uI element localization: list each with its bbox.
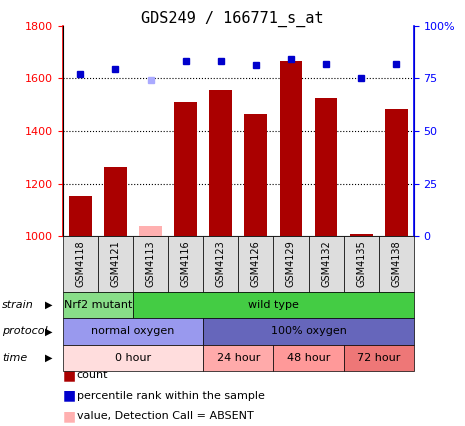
Text: count: count	[77, 370, 108, 380]
Text: ■: ■	[63, 368, 76, 382]
Text: percentile rank within the sample: percentile rank within the sample	[77, 391, 265, 401]
Text: normal oxygen: normal oxygen	[91, 326, 175, 337]
Text: 72 hour: 72 hour	[357, 353, 400, 363]
Text: ▶: ▶	[45, 326, 53, 337]
Bar	[245, 114, 267, 236]
Bar	[69, 196, 92, 236]
Text: GSM4132: GSM4132	[321, 241, 331, 288]
Text: 24 hour: 24 hour	[217, 353, 260, 363]
Bar	[139, 226, 162, 236]
Bar	[385, 109, 408, 236]
Text: 0 hour: 0 hour	[115, 353, 151, 363]
Text: GDS249 / 166771_s_at: GDS249 / 166771_s_at	[141, 11, 324, 27]
Text: Nrf2 mutant: Nrf2 mutant	[64, 300, 132, 310]
Text: ▶: ▶	[45, 353, 53, 363]
Text: GSM4118: GSM4118	[75, 241, 86, 288]
Text: GSM4126: GSM4126	[251, 241, 261, 288]
Text: 100% oxygen: 100% oxygen	[271, 326, 346, 337]
Text: time: time	[2, 353, 27, 363]
Text: GSM4116: GSM4116	[180, 241, 191, 288]
Text: wild type: wild type	[248, 300, 299, 310]
Bar	[279, 61, 302, 236]
Bar	[209, 90, 232, 236]
Text: GSM4123: GSM4123	[216, 241, 226, 288]
Text: GSM4121: GSM4121	[110, 241, 120, 288]
Text: GSM4138: GSM4138	[391, 241, 401, 288]
Bar	[174, 102, 197, 236]
Text: value, Detection Call = ABSENT: value, Detection Call = ABSENT	[77, 411, 253, 421]
Text: GSM4129: GSM4129	[286, 241, 296, 288]
Bar	[104, 167, 127, 236]
Bar	[315, 98, 338, 236]
Text: ■: ■	[63, 409, 76, 423]
Text: GSM4135: GSM4135	[356, 241, 366, 288]
Text: protocol: protocol	[2, 326, 48, 337]
Text: strain: strain	[2, 300, 34, 310]
Text: ■: ■	[63, 389, 76, 403]
Text: 48 hour: 48 hour	[287, 353, 330, 363]
Bar	[350, 234, 372, 236]
Text: ▶: ▶	[45, 300, 53, 310]
Text: GSM4113: GSM4113	[146, 241, 156, 288]
